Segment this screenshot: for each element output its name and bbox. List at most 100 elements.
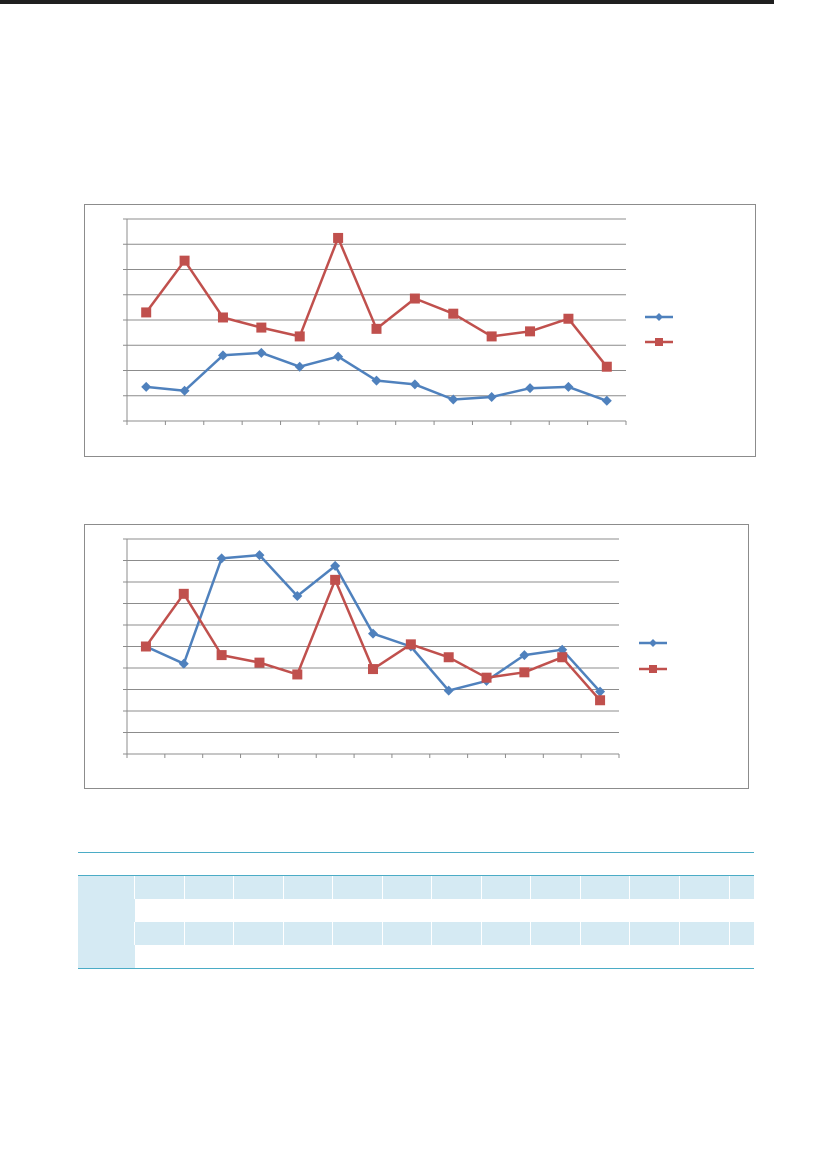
table-header-cell [283,852,333,876]
table-cell [134,899,185,922]
table-header-cell [629,852,680,876]
table-header-cell [729,852,754,876]
table-header-row [78,852,754,876]
series-2-point [557,652,568,663]
series-2-point [595,695,606,706]
table-cell [134,922,185,945]
line-chart-2 [84,524,749,789]
table-cell [332,922,383,945]
table-header-cell [233,852,284,876]
table-row [78,945,754,969]
table-cell [332,875,383,899]
table-cell [480,922,531,945]
table-cell [629,945,680,969]
table-cell [431,922,482,945]
series-1-point [519,650,530,661]
table-cell [233,922,284,945]
series-1-point [409,379,420,390]
table-cell [233,945,284,969]
series-1-point [368,628,378,639]
table-cell [134,945,185,969]
series-1-point [217,350,228,361]
series-2-point [217,312,228,323]
series-1-point [448,394,459,405]
page-top-rule [0,0,774,4]
series-2-point [292,669,303,680]
table-cell [431,875,482,899]
table-header-cell [580,852,630,876]
series-2-point [179,255,190,266]
table-cell [579,922,630,945]
table-header-cell [481,852,531,876]
table-cell [481,899,531,922]
series-1-point [256,347,267,358]
series-2-point [601,361,612,372]
table-cell [530,875,581,899]
series-2-line [144,578,602,702]
series-1-point [292,590,303,601]
table-header-cell [431,852,482,876]
series-1-point [557,644,568,655]
legend-series-1-marker [655,313,663,321]
series-2-point [141,307,152,318]
table-cell [530,945,581,969]
series-1-point [601,395,612,406]
table-cell [679,899,730,922]
series-1-point [141,381,152,392]
series-1-point [179,385,190,396]
table-cell [481,945,531,969]
series-2-point [368,664,378,675]
series-2-point [519,667,530,678]
series-2-line [145,236,608,368]
chart-2-plot [123,538,667,758]
table-cell [382,945,432,969]
table-header-cell [184,852,234,876]
table-cell [530,922,581,945]
table-cell [183,875,234,899]
table-cell [332,945,383,969]
series-2-point [486,331,497,342]
table-cell [728,922,754,945]
legend-series-2-marker [655,338,663,346]
table-header-cell [78,852,135,876]
series-1-point [254,550,265,561]
chart-1-plot [123,218,673,425]
series-1-point [486,392,497,403]
series-2-point [178,588,189,599]
table-cell [282,922,333,945]
table-row-header-cell [78,875,135,899]
table-cell [431,945,482,969]
series-1-point [330,560,341,571]
table-row [78,875,754,899]
table-cell [679,922,730,945]
table-cell [530,899,581,922]
series-1-point [216,553,227,564]
table-cell [629,922,680,945]
table-cell [381,875,432,899]
table-cell [233,875,284,899]
table-cell [184,899,234,922]
series-2-point [294,331,305,342]
table-cell [184,945,234,969]
table-cell [381,922,432,945]
data-table [78,852,754,969]
series-1-point [595,686,606,697]
table-cell [729,945,754,969]
series-2-point [443,652,454,663]
table-cell [183,922,234,945]
table-cell [580,899,630,922]
table-row [78,899,754,922]
series-2-point [563,313,574,324]
table-row [78,922,754,945]
series-2-point [330,574,341,585]
table-cell [629,875,680,899]
table-cell [134,875,185,899]
series-2-point [481,672,492,683]
series-1-point [525,383,536,394]
series-2-point [525,326,536,337]
table-cell [579,875,630,899]
table-header-cell [134,852,185,876]
table-cell [679,875,730,899]
line-chart-1 [84,204,756,457]
table-cell [728,875,754,899]
